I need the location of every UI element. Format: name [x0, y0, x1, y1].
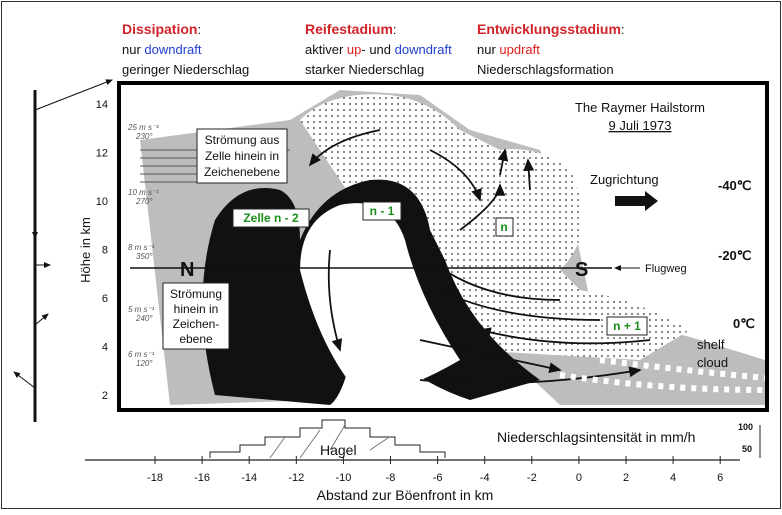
y-tick-label: 10 [96, 196, 108, 208]
wind-label: 5 m s⁻¹ [128, 305, 155, 314]
wind-label: 10 m s⁻¹ [128, 188, 159, 197]
x-tick-label: -10 [335, 472, 351, 484]
x-tick-label: -6 [433, 472, 443, 484]
wind-label: 25 m s⁻¹ [127, 123, 159, 132]
shelf-cloud: shelf [697, 337, 725, 352]
col-title: Reifestadium: [305, 21, 397, 37]
y-tick-label: 12 [96, 148, 108, 160]
shelf-cloud: cloud [697, 355, 728, 370]
y-tick-label: 8 [102, 245, 108, 257]
outflow-box: Zeichenebene [204, 165, 280, 179]
col-line: nur downdraft [122, 42, 202, 57]
y-tick-label: 2 [102, 390, 108, 402]
north: N [180, 259, 194, 281]
flight-path-label: Flugweg [645, 263, 687, 275]
col-line: aktiver up- und downdraft [305, 42, 452, 57]
outflow-box: Strömung aus [205, 133, 280, 147]
x-tick-label: 4 [670, 472, 676, 484]
page: Dissipation: nur downdraft geringer Nied… [0, 0, 782, 510]
side-arrows [14, 80, 112, 422]
wind-label: 230° [135, 132, 153, 141]
col-title: Dissipation: [122, 21, 201, 37]
y-tick-label: 6 [102, 293, 108, 305]
x-tick-label: 2 [623, 472, 629, 484]
inflow-box: hinein in [174, 302, 219, 316]
wind-label: 270° [135, 197, 153, 206]
x-tick-label: -14 [241, 472, 257, 484]
inflow-box: Zeichen- [173, 317, 220, 331]
wind-label: 6 m s⁻¹ [128, 350, 155, 359]
direction: Zugrichtung [590, 172, 659, 187]
precip-scale: 100 [738, 422, 753, 432]
col-line: Niederschlagsformation [477, 62, 614, 77]
x-axis-label: Abstand zur Böenfront in km [317, 487, 494, 503]
south: S [575, 259, 588, 281]
temperature: 0℃ [733, 316, 755, 331]
x-tick-label: -16 [194, 472, 210, 484]
y-axis-label: Höhe in km [78, 217, 93, 283]
precipitation: Hagel Niederschlagsintensität in mm/h 10… [210, 420, 760, 458]
inflow-box: Strömung [170, 287, 222, 301]
x-tick-label: -8 [386, 472, 396, 484]
inflow-box: ebene [179, 332, 213, 346]
col-line: nur updraft [477, 42, 540, 57]
y-tick-label: 14 [96, 99, 108, 111]
wind-label: 240° [135, 314, 153, 323]
col-line: starker Niederschlag [305, 62, 424, 77]
x-tick-label: -12 [288, 472, 304, 484]
x-tick-label: -4 [480, 472, 490, 484]
wind-label: 350° [136, 252, 153, 261]
y-ticks: 14 12 10 8 6 4 2 [96, 99, 108, 402]
temperature: -20℃ [718, 248, 751, 263]
cell: n + 1 [613, 319, 641, 333]
hail: Hagel [320, 442, 357, 458]
precip-scale: 50 [742, 444, 752, 454]
wind-label: 120° [136, 359, 153, 368]
y-tick-label: 4 [102, 342, 108, 354]
x-tick-label: 0 [576, 472, 582, 484]
header: Dissipation: nur downdraft geringer Nied… [122, 21, 625, 77]
x-tick-label: -2 [527, 472, 537, 484]
col-line: geringer Niederschlag [122, 62, 249, 77]
cell: n [500, 220, 507, 234]
outflow-box: Zelle hinein in [205, 149, 279, 163]
wind-label: 8 m s⁻¹ [128, 243, 155, 252]
precip-label: Niederschlagsintensität in mm/h [497, 429, 695, 445]
source: 9 Juli 1973 [609, 118, 672, 133]
x-tick-label: 6 [717, 472, 723, 484]
source: The Raymer Hailstorm [575, 100, 705, 115]
col-title: Entwicklungsstadium: [477, 21, 625, 37]
cell: Zelle n - 2 [243, 211, 299, 225]
cell: n - 1 [370, 204, 395, 218]
temperature: -40℃ [718, 178, 751, 193]
x-tick-label: -18 [147, 472, 163, 484]
